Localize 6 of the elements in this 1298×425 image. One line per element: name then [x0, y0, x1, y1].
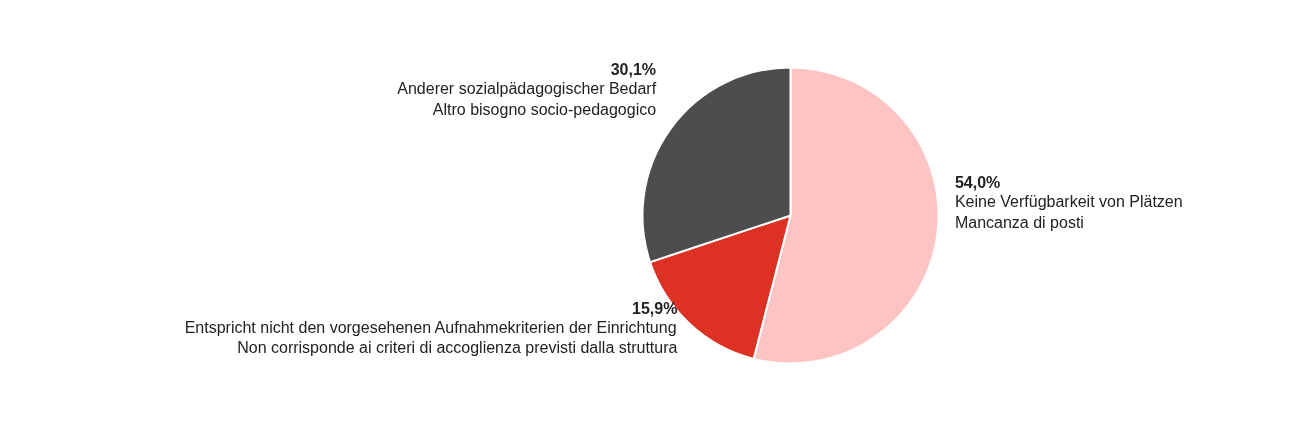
- slice-label: Anderer sozialpädagogischer Bedarf Altro bisogno socio-pedagogico: [397, 80, 657, 118]
- data-label: 54,0%: [954, 174, 1001, 192]
- slice-label: Keine Verfügbarkeit von Plätzen Mancanza di posti: [954, 193, 1183, 231]
- data-label: 15,9%: [632, 299, 678, 317]
- slice-label: Entspricht nicht den vorgesehenen Aufnahmekriterien der Einrichtung Non corrisponde ai criteri di accoglienza previsti dalla struttura: [184, 318, 678, 357]
- data-label: 30,1%: [610, 61, 657, 79]
